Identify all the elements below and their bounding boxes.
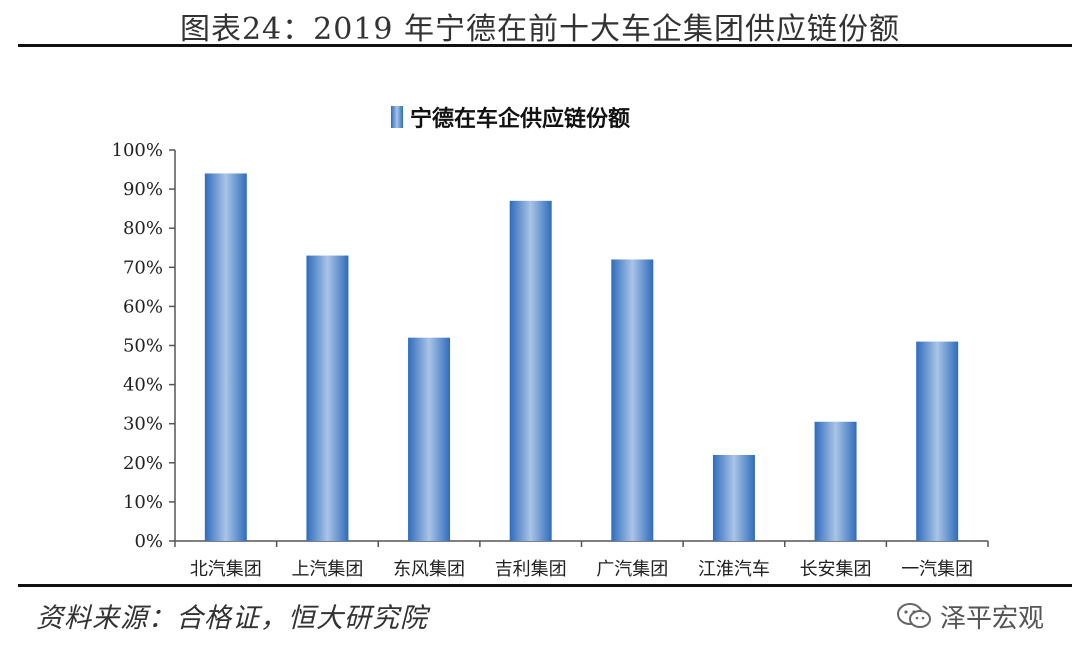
bar-1 [204,173,247,541]
y-tick-label: 30% [123,414,163,435]
bar-8 [916,341,959,541]
y-tick-label: 0% [134,531,163,552]
x-category-label: 一汽集团 [901,559,973,580]
bar-5 [611,259,654,541]
y-tick-labels: 0% 10% 20% 30% 40% 50% 60% 70% 80% 90% 100% [112,140,163,552]
y-tick-label: 10% [123,492,163,513]
chart-bars [204,173,959,541]
x-category-label: 上汽集团 [291,559,363,580]
x-category-label: 东风集团 [393,559,465,580]
y-tick-label: 60% [123,296,163,317]
bar-6 [712,454,755,541]
x-category-label: 江淮汽车 [698,559,770,580]
x-category-label: 长安集团 [800,559,872,580]
top-rule [18,44,1072,47]
x-category-label: 吉利集团 [495,559,567,580]
watermark: 泽平宏观 [896,596,1044,636]
wechat-icon [896,603,931,628]
y-tick-label: 20% [123,453,163,474]
y-tick-label: 90% [123,179,163,200]
legend-swatch [391,106,403,128]
y-tick-label: 40% [123,375,163,396]
y-tick-label: 70% [123,257,163,278]
legend-label: 宁德在车企供应链份额 [410,106,630,132]
bar-4 [509,200,552,541]
bottom-rule [18,584,1072,587]
bar-7 [814,421,857,541]
x-category-label: 北汽集团 [190,559,262,580]
figure-title: 图表24：2019 年宁德在前十大车企集团供应链份额 [179,12,901,47]
source-note: 资料来源：合格证，恒大研究院 [36,603,428,634]
bar-3 [408,337,451,541]
x-category-label: 广汽集团 [596,559,668,580]
chart-axes [169,149,989,547]
chart-legend: 宁德在车企供应链份额 [391,106,630,132]
y-tick-label: 100% [112,140,163,161]
x-category-labels: 北汽集团 上汽集团 东风集团 吉利集团 广汽集团 江淮汽车 长安集团 一汽集团 [190,559,973,580]
y-tick-label: 80% [123,218,163,239]
bar-2 [306,255,349,541]
watermark-text: 泽平宏观 [939,603,1044,634]
y-tick-label: 50% [123,336,163,357]
